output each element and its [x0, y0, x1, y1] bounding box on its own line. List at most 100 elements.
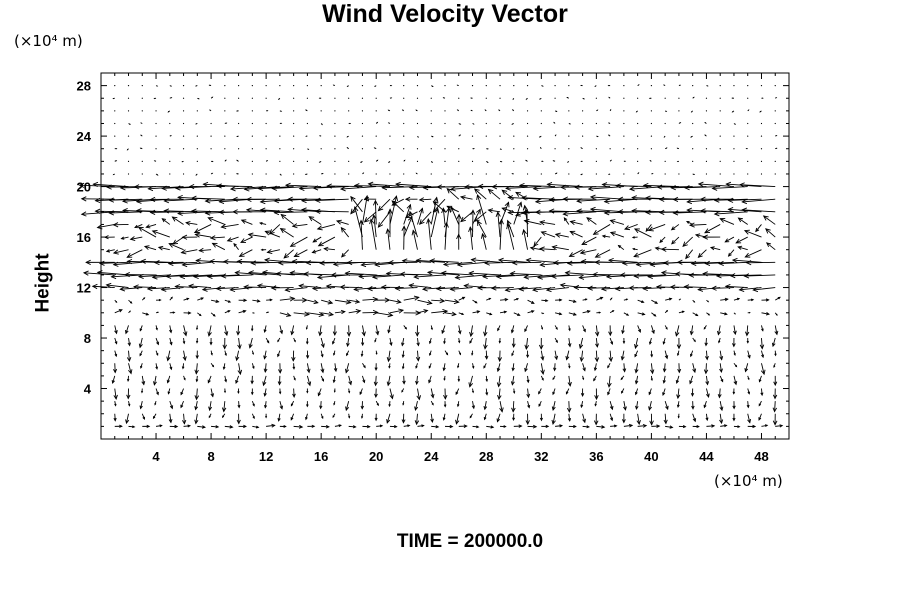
- wind-vector-head: [704, 260, 711, 266]
- wind-vector-head: [665, 147, 668, 149]
- wind-vector: [670, 286, 693, 289]
- wind-vector: [334, 299, 351, 304]
- wind-vector-head: [290, 330, 295, 336]
- wind-vector-head: [157, 245, 164, 251]
- wind-vector: [368, 183, 404, 188]
- wind-vector-head: [348, 390, 351, 394]
- wind-vector-head: [669, 284, 676, 290]
- wind-vector-head: [453, 299, 460, 305]
- wind-vector-head: [633, 252, 640, 258]
- wind-vector-head: [531, 310, 535, 314]
- wind-vector-head: [488, 297, 492, 301]
- wind-vector-head: [411, 229, 417, 236]
- wind-vector-head: [676, 259, 683, 265]
- wind-vector: [431, 310, 448, 314]
- wind-vector: [650, 363, 654, 374]
- wind-vector: [153, 375, 157, 385]
- wind-vector-head: [366, 424, 371, 429]
- wind-vector: [307, 312, 324, 316]
- wind-vector: [299, 285, 322, 289]
- wind-vector-head: [621, 419, 626, 424]
- wind-vector-head: [731, 97, 734, 99]
- wind-vector: [610, 231, 625, 238]
- wind-vector: [134, 286, 157, 289]
- wind-vector-head: [358, 273, 364, 279]
- wind-vector: [350, 198, 363, 214]
- wind-vector-head: [594, 252, 601, 258]
- wind-vector-head: [747, 391, 751, 395]
- wind-vector-head: [333, 390, 336, 393]
- wind-vector-head: [605, 274, 612, 280]
- wind-vector: [197, 425, 206, 428]
- wind-vector-head: [304, 173, 307, 175]
- wind-vector-head: [542, 312, 545, 315]
- wind-vector: [705, 413, 708, 421]
- wind-vector: [138, 274, 170, 278]
- wind-vector-head: [594, 357, 600, 363]
- wind-vector-head: [194, 369, 199, 375]
- wind-vector-head: [670, 185, 676, 191]
- wind-vector: [744, 274, 776, 277]
- wind-vector: [345, 363, 350, 373]
- wind-vector-head: [156, 391, 159, 396]
- vector-dot: [416, 160, 419, 162]
- wind-vector-head: [346, 260, 353, 266]
- wind-vector: [341, 249, 350, 258]
- wind-vector-head: [449, 424, 454, 429]
- vector-dot: [375, 135, 377, 137]
- wind-vector: [747, 401, 749, 408]
- wind-vector-head: [404, 196, 411, 202]
- wind-vector-head: [235, 110, 238, 112]
- wind-vector: [186, 222, 198, 225]
- wind-vector-head: [663, 419, 668, 425]
- wind-vector-head: [134, 224, 139, 229]
- wind-vector-head: [699, 208, 706, 214]
- vector-dot: [403, 173, 405, 175]
- wind-vector-head: [559, 424, 564, 428]
- wind-vector-head: [709, 246, 715, 251]
- wind-vector-head: [636, 419, 641, 426]
- wind-vector-head: [481, 273, 488, 280]
- wind-vector: [579, 337, 584, 349]
- wind-vector-head: [523, 219, 530, 225]
- wind-vector-head: [463, 424, 468, 428]
- wind-vector-head: [532, 185, 539, 192]
- wind-vector-head: [445, 352, 449, 356]
- wind-vector-head: [601, 425, 606, 429]
- wind-vector-head: [187, 311, 192, 315]
- wind-vector: [389, 299, 401, 303]
- wind-vector-head: [435, 425, 440, 429]
- vector-dot: [513, 85, 515, 87]
- wind-vector-head: [167, 260, 174, 266]
- wind-vector-head: [180, 391, 184, 396]
- vector-dot: [182, 135, 185, 137]
- wind-vector: [733, 325, 736, 335]
- wind-vector: [227, 236, 239, 242]
- wind-vector-head: [620, 377, 623, 381]
- vector-dot: [238, 97, 240, 99]
- vector-dot: [774, 85, 776, 87]
- wind-vector-head: [225, 122, 228, 124]
- vector-dot: [251, 97, 253, 99]
- wind-vector: [455, 388, 460, 395]
- vector-dot: [678, 173, 680, 175]
- wind-vector-head: [372, 309, 379, 316]
- wind-vector-head: [650, 378, 653, 382]
- wind-vector-head: [416, 395, 422, 401]
- wind-vector-head: [529, 246, 535, 251]
- wind-vector-head: [185, 220, 191, 226]
- wind-vector-head: [777, 296, 781, 300]
- wind-vector-head: [692, 368, 697, 374]
- wind-vector-head: [608, 331, 613, 337]
- vector-dot: [127, 135, 130, 137]
- wind-vector-head: [430, 418, 434, 424]
- wind-vector: [169, 337, 173, 345]
- wind-vector-head: [622, 368, 627, 373]
- wind-vector-head: [495, 211, 501, 218]
- wind-vector: [623, 363, 626, 372]
- wind-vector: [320, 337, 325, 348]
- wind-vector-head: [418, 219, 425, 225]
- wind-vector-head: [739, 182, 745, 188]
- wind-vector-head: [156, 174, 159, 176]
- wind-vector: [276, 273, 308, 276]
